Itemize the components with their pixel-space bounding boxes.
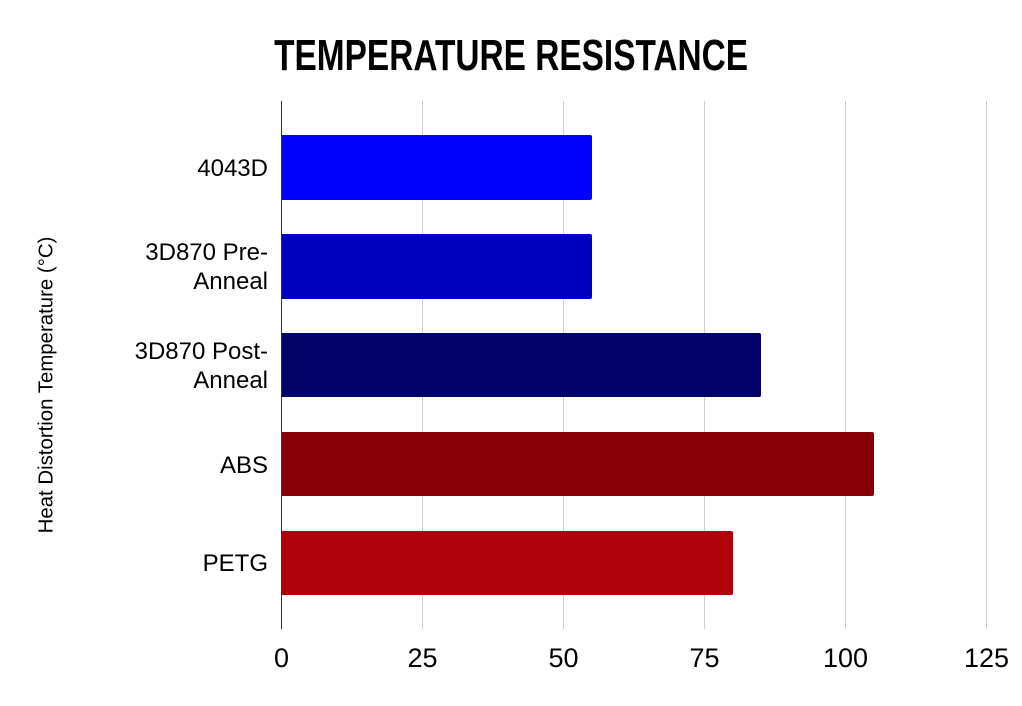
x-tick-label-75: 75 — [689, 643, 720, 673]
bar-3d870-post-anneal — [281, 332, 761, 398]
category-label-abs: ABS — [219, 451, 268, 479]
bar-3d870-pre-anneal — [281, 234, 592, 299]
x-tick-label-50: 50 — [548, 643, 579, 673]
x-tick-label-25: 25 — [407, 643, 438, 673]
category-label-3d870-pre-anneal: 3D870 Pre- Anneal — [145, 239, 268, 296]
gridline-x100 — [845, 101, 846, 629]
bar-4043d — [281, 135, 592, 200]
category-label-4043d: 4043D — [197, 155, 268, 183]
bar-abs — [281, 431, 874, 497]
x-tick-label-125: 125 — [963, 643, 1010, 673]
x-tick-label-0: 0 — [273, 643, 290, 673]
chart-title-text: TEMPERATURE RESISTANCE — [273, 31, 749, 80]
category-label-petg: PETG — [202, 550, 268, 578]
bar-petg — [281, 530, 733, 596]
gridline-x125 — [986, 101, 987, 629]
chart-title: TEMPERATURE RESISTANCE — [0, 31, 1022, 81]
x-tick-label-100: 100 — [822, 643, 869, 673]
category-label-3d870-post-anneal: 3D870 Post- Anneal — [134, 338, 268, 395]
